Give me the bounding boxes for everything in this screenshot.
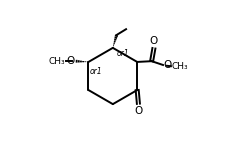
Text: O: O (164, 60, 172, 69)
Text: CH₃: CH₃ (172, 62, 188, 71)
Text: O: O (67, 56, 75, 66)
Text: O: O (134, 106, 142, 116)
Text: O: O (150, 36, 158, 46)
Text: CH₃: CH₃ (48, 57, 65, 66)
Text: or1: or1 (89, 67, 102, 76)
Text: or1: or1 (117, 49, 130, 58)
